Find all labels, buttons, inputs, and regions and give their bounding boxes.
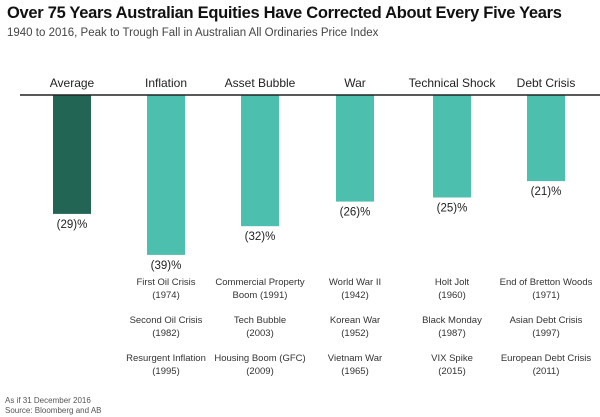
event-label: Resurgent Inflation (1995) [111, 352, 221, 378]
event-year: (1965) [341, 366, 369, 377]
event-label: First Oil Crisis (1974) [111, 276, 221, 302]
event-year: (1952) [341, 328, 369, 339]
bar [433, 95, 471, 198]
event-year: (2015) [438, 366, 466, 377]
event-name: Korean War [329, 315, 381, 326]
event-year: (1987) [438, 328, 466, 339]
category-label: Average [50, 76, 95, 90]
value-label: (39)% [151, 260, 182, 272]
value-label: (26)% [340, 207, 371, 219]
bar [527, 95, 565, 182]
event-year: (1942) [341, 290, 369, 301]
event-label: Asian Debt Crisis (1997) [491, 314, 600, 340]
event-label: Vietnam War (1965) [300, 352, 410, 378]
event-label: End of Bretton Woods (1971) [491, 276, 600, 302]
value-label: (21)% [531, 186, 562, 198]
event-label: Commercial Property Boom (1991) [205, 276, 315, 302]
category-label: Technical Shock [409, 76, 497, 90]
event-name: Tech Bubble [233, 315, 287, 326]
bar [147, 95, 185, 255]
event-name: Resurgent Inflation [126, 353, 206, 364]
event-year: (1995) [152, 366, 180, 377]
chart-title: Over 75 Years Australian Equities Have C… [7, 4, 562, 22]
event-name: World War II [328, 277, 382, 288]
event-year: (1982) [152, 328, 180, 339]
value-label: (29)% [57, 219, 88, 231]
footnote-date: As if 31 December 2016 [5, 396, 91, 405]
category-label: Inflation [145, 76, 187, 90]
bar [336, 95, 374, 202]
event-label: Korean War (1952) [300, 314, 410, 340]
event-label: Housing Boom (GFC) (2009) [205, 352, 315, 378]
event-year: (1971) [532, 290, 560, 301]
event-label: Tech Bubble (2003) [205, 314, 315, 340]
event-year: (1997) [532, 328, 560, 339]
value-label: (32)% [245, 231, 276, 243]
event-year: (1974) [152, 290, 180, 301]
event-label: VIX Spike (2015) [397, 352, 507, 378]
bar [241, 95, 279, 227]
value-label: (25)% [437, 203, 468, 215]
event-year: Boom (1991) [232, 290, 288, 301]
event-name: Housing Boom (GFC) [214, 353, 306, 364]
event-name: Holt Jolt [434, 277, 470, 288]
chart-subtitle: 1940 to 2016, Peak to Trough Fall in Aus… [7, 27, 379, 39]
event-name: Asian Debt Crisis [509, 315, 583, 326]
event-name: Black Monday [422, 315, 482, 326]
event-year: (1960) [438, 290, 466, 301]
category-label: Asset Bubble [225, 76, 296, 90]
bar [53, 95, 91, 214]
event-label: World War II (1942) [300, 276, 410, 302]
category-label: War [344, 76, 366, 90]
event-year: (2003) [246, 328, 274, 339]
event-name: Vietnam War [327, 353, 383, 364]
category-label: Debt Crisis [517, 76, 576, 90]
event-label: European Debt Crisis (2011) [491, 352, 600, 378]
event-name: European Debt Crisis [500, 353, 592, 364]
event-name: End of Bretton Woods [499, 277, 593, 288]
event-name: VIX Spike [431, 353, 473, 364]
event-name: Second Oil Crisis [129, 315, 203, 326]
event-year: (2009) [246, 366, 274, 377]
event-label: Black Monday (1987) [397, 314, 507, 340]
footnote-source: Source: Bloomberg and AB [5, 406, 102, 415]
event-name: First Oil Crisis [136, 277, 196, 288]
event-year: (2011) [532, 366, 560, 377]
event-label: Holt Jolt (1960) [397, 276, 507, 302]
event-name: Commercial Property [215, 277, 305, 288]
event-label: Second Oil Crisis (1982) [111, 314, 221, 340]
